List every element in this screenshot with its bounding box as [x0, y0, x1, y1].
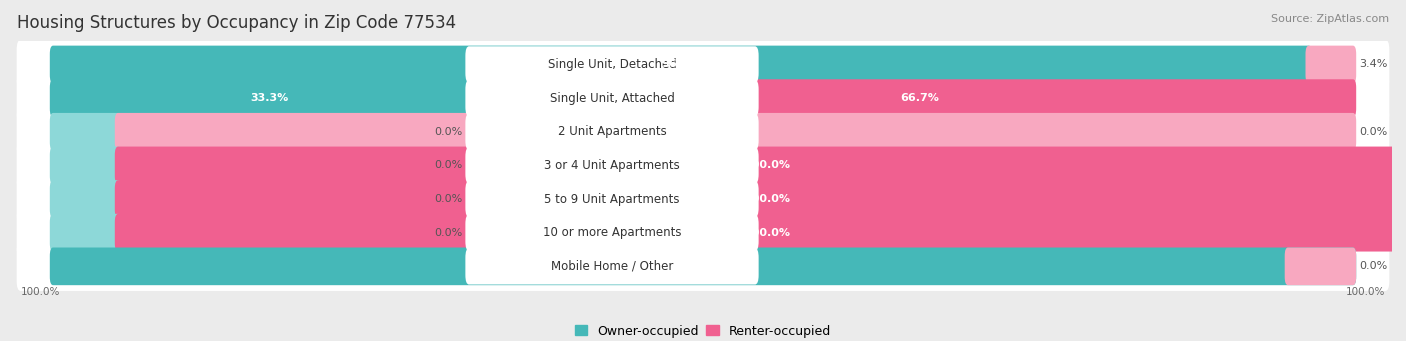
- FancyBboxPatch shape: [49, 113, 121, 151]
- FancyBboxPatch shape: [49, 147, 121, 184]
- FancyBboxPatch shape: [49, 248, 1357, 285]
- Text: 100.0%: 100.0%: [1346, 286, 1385, 297]
- FancyBboxPatch shape: [17, 107, 1389, 156]
- FancyBboxPatch shape: [482, 79, 1357, 117]
- Text: Housing Structures by Occupancy in Zip Code 77534: Housing Structures by Occupancy in Zip C…: [17, 14, 456, 32]
- Text: Single Unit, Attached: Single Unit, Attached: [550, 92, 675, 105]
- Text: Source: ZipAtlas.com: Source: ZipAtlas.com: [1271, 14, 1389, 24]
- FancyBboxPatch shape: [465, 181, 759, 217]
- Text: 2 Unit Apartments: 2 Unit Apartments: [558, 125, 666, 138]
- Text: 3 or 4 Unit Apartments: 3 or 4 Unit Apartments: [544, 159, 681, 172]
- FancyBboxPatch shape: [115, 214, 1406, 252]
- Text: 0.0%: 0.0%: [434, 228, 463, 238]
- Text: 100.0%: 100.0%: [745, 228, 792, 238]
- Text: 100.0%: 100.0%: [681, 261, 725, 271]
- FancyBboxPatch shape: [465, 114, 759, 150]
- Text: 3.4%: 3.4%: [1360, 59, 1388, 70]
- FancyBboxPatch shape: [17, 175, 1389, 224]
- FancyBboxPatch shape: [17, 40, 1389, 89]
- Legend: Owner-occupied, Renter-occupied: Owner-occupied, Renter-occupied: [569, 320, 837, 341]
- Text: 0.0%: 0.0%: [1360, 127, 1388, 137]
- Text: 10 or more Apartments: 10 or more Apartments: [543, 226, 682, 239]
- FancyBboxPatch shape: [465, 214, 759, 251]
- Text: 0.0%: 0.0%: [434, 160, 463, 170]
- Text: 0.0%: 0.0%: [1360, 261, 1388, 271]
- FancyBboxPatch shape: [465, 147, 759, 183]
- Text: 66.7%: 66.7%: [900, 93, 939, 103]
- Text: 100.0%: 100.0%: [745, 160, 792, 170]
- FancyBboxPatch shape: [17, 74, 1389, 123]
- FancyBboxPatch shape: [49, 46, 1312, 83]
- FancyBboxPatch shape: [115, 113, 1357, 151]
- FancyBboxPatch shape: [465, 248, 759, 284]
- FancyBboxPatch shape: [49, 79, 489, 117]
- FancyBboxPatch shape: [1306, 46, 1357, 83]
- FancyBboxPatch shape: [17, 242, 1389, 291]
- FancyBboxPatch shape: [49, 180, 121, 218]
- FancyBboxPatch shape: [115, 147, 1406, 184]
- Text: 33.3%: 33.3%: [250, 93, 288, 103]
- FancyBboxPatch shape: [17, 141, 1389, 190]
- FancyBboxPatch shape: [17, 208, 1389, 257]
- FancyBboxPatch shape: [49, 214, 121, 252]
- Text: 96.6%: 96.6%: [661, 59, 700, 70]
- Text: 0.0%: 0.0%: [434, 127, 463, 137]
- FancyBboxPatch shape: [1285, 248, 1357, 285]
- Text: Single Unit, Detached: Single Unit, Detached: [547, 58, 676, 71]
- FancyBboxPatch shape: [115, 180, 1406, 218]
- Text: 100.0%: 100.0%: [745, 194, 792, 204]
- Text: 100.0%: 100.0%: [21, 286, 60, 297]
- FancyBboxPatch shape: [465, 46, 759, 83]
- FancyBboxPatch shape: [465, 80, 759, 116]
- Text: 5 to 9 Unit Apartments: 5 to 9 Unit Apartments: [544, 193, 679, 206]
- Text: Mobile Home / Other: Mobile Home / Other: [551, 260, 673, 273]
- Text: 0.0%: 0.0%: [434, 194, 463, 204]
